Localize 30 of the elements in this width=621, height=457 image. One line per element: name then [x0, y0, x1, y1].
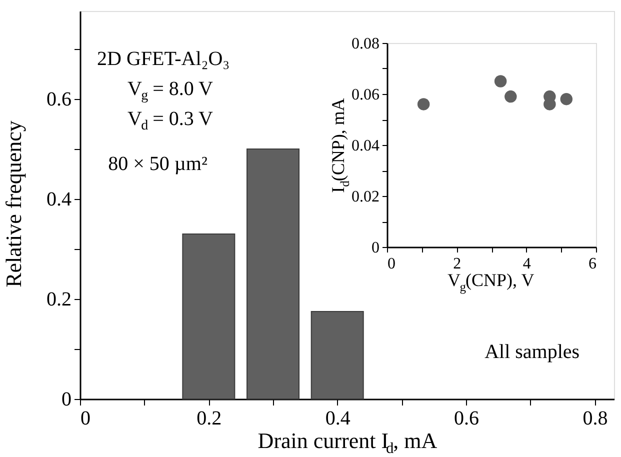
- x-tick-label: 4: [522, 256, 531, 272]
- annotation: All samples: [484, 341, 580, 363]
- y-tick-label: 0.6: [46, 88, 72, 110]
- y-tick-label: 0.2: [46, 288, 72, 310]
- x-tick-label: 0: [80, 408, 90, 430]
- point: [504, 90, 517, 103]
- y-tick-label: 0.08: [352, 36, 380, 52]
- y-tick-label: 0: [62, 388, 72, 410]
- y-tick-label: 0.02: [352, 188, 380, 206]
- annotation: 2D GFET-Al₂O₃: [97, 48, 230, 70]
- bar: [182, 234, 236, 400]
- x-tick-label: 0: [388, 256, 396, 272]
- y-tick-label: 0.4: [46, 188, 72, 210]
- x-tick-label: 6: [588, 256, 596, 272]
- x-tick-label: 0.4: [325, 408, 350, 430]
- annotation: 80 × 50 µm²: [108, 153, 208, 175]
- bar: [246, 148, 300, 400]
- point: [494, 75, 507, 88]
- y-axis-title: Id(CNP), mA: [328, 98, 352, 193]
- point: [560, 92, 573, 106]
- x-tick-label: 0.6: [454, 408, 480, 430]
- x-tick-label: 0.8: [582, 408, 608, 430]
- y-tick-label: 0.04: [352, 138, 380, 154]
- x-tick-label: 0.2: [196, 408, 222, 430]
- y-axis-title: Relative frequency: [1, 120, 26, 288]
- y-tick-label: 0.06: [352, 86, 380, 104]
- point: [417, 98, 430, 110]
- x-tick-label: 2: [453, 256, 462, 272]
- bar: [310, 311, 364, 400]
- y-tick-label: 0: [372, 240, 380, 256]
